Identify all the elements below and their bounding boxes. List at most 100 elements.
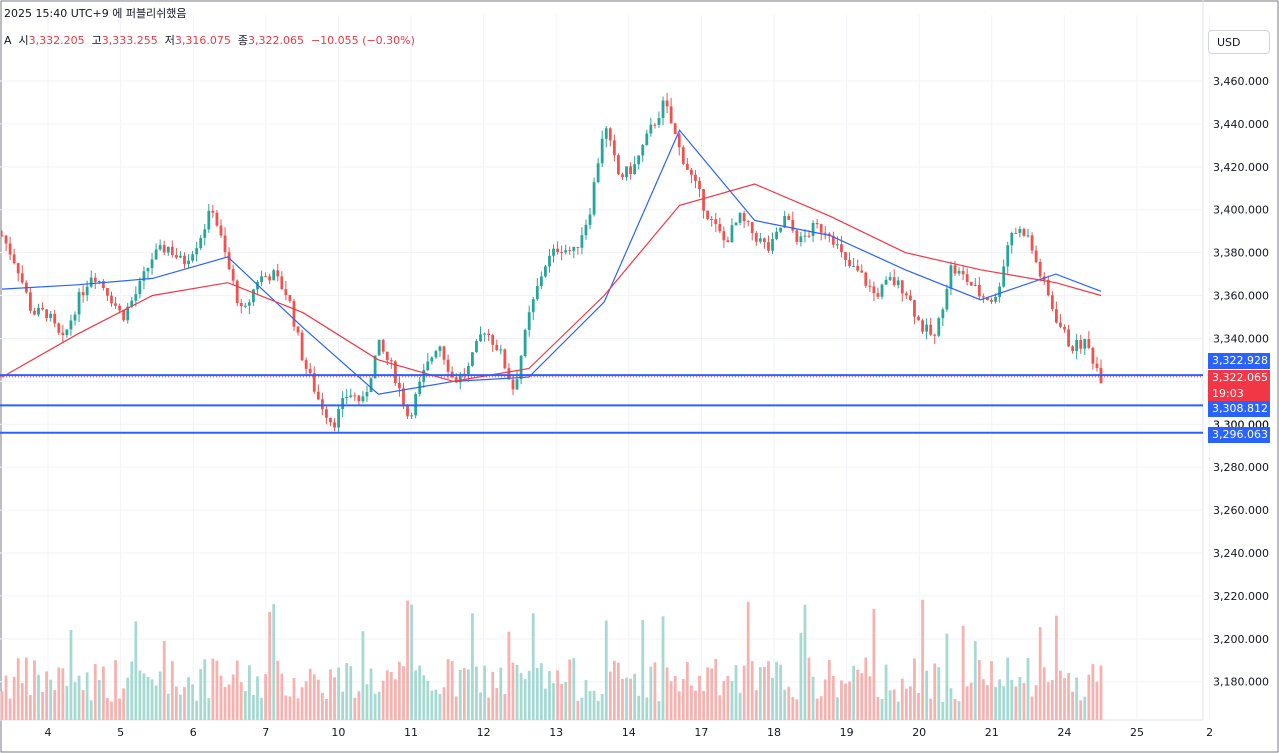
volume-bar — [219, 675, 223, 720]
candle-body — [973, 284, 977, 286]
volume-bar — [811, 676, 815, 720]
volume-bar — [564, 681, 568, 720]
volume-bar — [389, 672, 393, 720]
volume-bar — [446, 659, 450, 720]
candle-body — [856, 265, 860, 271]
candle-body — [933, 334, 937, 336]
candle-body — [734, 222, 738, 226]
moving-average-lines — [1, 129, 1102, 395]
x-tick-label: 4 — [45, 726, 52, 739]
volume-bar — [775, 661, 778, 720]
y-tick-label: 3,420.000 — [1213, 161, 1269, 174]
volume-bar — [961, 625, 965, 720]
volume-bar — [852, 665, 856, 720]
volume-bar — [608, 671, 612, 720]
volume-bar — [329, 669, 332, 720]
volume-bar — [633, 673, 637, 720]
candle-body — [876, 293, 880, 297]
candle-body — [588, 214, 592, 225]
candle-body — [511, 379, 515, 390]
volume-bar — [1091, 664, 1095, 720]
candle-body — [28, 292, 32, 311]
candle-body — [341, 398, 345, 410]
volume-bar — [231, 674, 235, 720]
candle-body — [195, 248, 199, 255]
volume-bar — [929, 698, 933, 720]
candle-body — [714, 219, 718, 224]
candle-body — [110, 295, 113, 304]
volume-bar — [819, 696, 823, 720]
volume-bar — [750, 661, 754, 720]
volume-bar — [580, 697, 584, 720]
volume-bar — [621, 678, 624, 720]
volume-bar — [1063, 678, 1066, 720]
volume-bar — [941, 701, 945, 720]
candle-body — [300, 332, 304, 361]
volume-bar — [685, 662, 689, 720]
volume-bar — [442, 687, 446, 720]
volume-bar — [560, 683, 564, 720]
volume-bar — [803, 604, 807, 720]
candle-body — [969, 281, 973, 286]
volume-bar — [904, 688, 908, 720]
candle-body — [333, 422, 336, 428]
volume-bar — [795, 699, 799, 720]
volume-bar — [414, 670, 418, 720]
volume-bar — [312, 674, 316, 720]
candle-body — [685, 163, 689, 170]
candle-body — [154, 249, 158, 260]
candle-body — [1026, 235, 1030, 237]
volume-bar — [637, 695, 641, 720]
x-tick-label: 20 — [912, 726, 926, 739]
volume-bar — [913, 658, 916, 720]
candle-body — [292, 300, 296, 327]
candle-body — [369, 378, 373, 393]
candle-body — [783, 215, 787, 228]
volume-bar — [227, 684, 231, 720]
candle-body — [1059, 322, 1062, 327]
candle-body — [1022, 229, 1026, 236]
volume-bar — [596, 700, 600, 720]
volume-bar — [527, 670, 531, 720]
volume-bar — [791, 697, 795, 720]
moving-average-slow — [1, 183, 1102, 383]
volume-bar — [900, 678, 904, 720]
volume-bar — [807, 657, 811, 720]
volume-bar — [426, 680, 430, 720]
candle-body — [669, 106, 673, 124]
volume-bar — [337, 667, 340, 720]
candle-body — [544, 266, 547, 277]
volume-bar — [430, 690, 434, 720]
candle-body — [868, 285, 872, 287]
volume-bar — [661, 616, 665, 720]
candle-body — [235, 280, 239, 303]
price-axis: 3,460.000 3,440.000 3,420.000 3,400.000 3,38… — [1213, 75, 1269, 689]
candle-body — [917, 316, 920, 321]
candle-body — [535, 286, 539, 300]
volume-bar — [479, 692, 482, 720]
candle-body — [61, 332, 65, 336]
candle-body — [442, 346, 446, 360]
candle-body — [1014, 232, 1018, 234]
volume-bar — [239, 682, 243, 720]
candle-body — [187, 260, 190, 264]
candle-body — [191, 254, 195, 261]
volume-bar — [37, 674, 40, 720]
volume-bar — [345, 662, 349, 720]
volume-bar — [89, 700, 93, 720]
currency-button[interactable]: USD — [1208, 30, 1270, 54]
candle-body — [621, 174, 624, 178]
volume-bar — [556, 670, 559, 720]
candle-body — [921, 320, 924, 332]
candle-body — [69, 320, 73, 330]
candle-body — [941, 309, 945, 319]
volume-bar — [256, 676, 259, 720]
candle-body — [519, 355, 523, 380]
volume-bar — [1071, 691, 1075, 720]
volume-bar — [69, 629, 73, 720]
volume-bar — [702, 690, 705, 720]
candle-body — [1030, 235, 1034, 251]
candle-body — [803, 235, 807, 237]
volume-bar — [836, 697, 839, 720]
